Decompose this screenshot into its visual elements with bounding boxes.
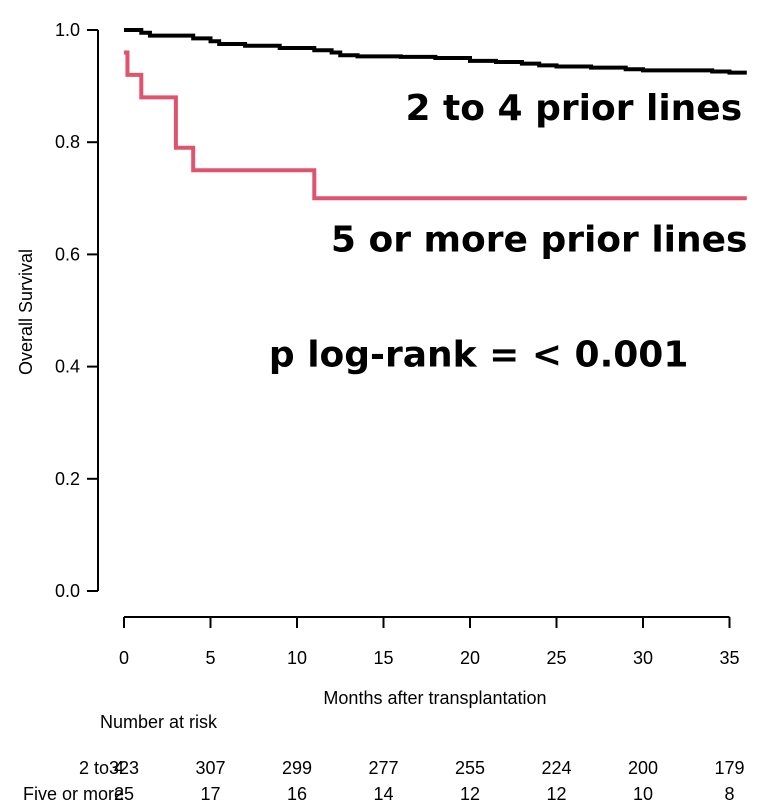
annotation-1: 5 or more prior lines (331, 220, 748, 261)
y-tick-label: 0.4 (55, 357, 80, 377)
x-tick-label: 10 (287, 648, 307, 668)
series-line-0 (124, 28, 747, 75)
risk-value: 17 (200, 784, 220, 804)
y-tick-label: 1.0 (55, 20, 80, 40)
risk-value: 14 (373, 784, 393, 804)
x-tick-label: 20 (460, 648, 480, 668)
risk-value: 12 (460, 784, 480, 804)
annotation-0: 2 to 4 prior lines (405, 88, 742, 129)
risk-value: 224 (541, 758, 571, 778)
risk-row-label: Five or more (23, 784, 124, 804)
x-tick-label: 0 (119, 648, 129, 668)
risk-value: 299 (282, 758, 312, 778)
series-group (124, 28, 747, 201)
x-tick-label: 30 (633, 648, 653, 668)
y-tick-label: 0.8 (55, 132, 80, 152)
x-tick-label: 5 (205, 648, 215, 668)
risk-value: 307 (195, 758, 225, 778)
risk-row-label: 2 to 4 (79, 758, 124, 778)
axes: 0.0 0.2 0.4 0.6 0.8 1.0 0 5 10 15 20 25 30 35 Months a… (16, 20, 740, 708)
risk-value: 12 (546, 784, 566, 804)
risk-value: 8 (724, 784, 734, 804)
y-tick-label: 0.0 (55, 581, 80, 601)
risk-value: 200 (628, 758, 658, 778)
x-tick-label: 25 (546, 648, 566, 668)
x-axis-title: Months after transplantation (323, 688, 546, 708)
annotation-2: p log-rank = < 0.001 (269, 335, 689, 376)
risk-value: 323 (109, 758, 139, 778)
y-tick-label: 0.6 (55, 244, 80, 264)
y-tick-label: 0.2 (55, 469, 80, 489)
risk-value: 10 (633, 784, 653, 804)
x-tick-label: 15 (373, 648, 393, 668)
series-line-1 (124, 50, 747, 201)
risk-value: 277 (368, 758, 398, 778)
annotations: 2 to 4 prior lines 5 or more prior lines p… (269, 88, 748, 376)
risk-table-title: Number at risk (100, 712, 218, 732)
risk-value: 179 (714, 758, 744, 778)
risk-value: 25 (114, 784, 134, 804)
risk-value: 16 (287, 784, 307, 804)
x-tick-label: 35 (719, 648, 739, 668)
risk-value: 255 (455, 758, 485, 778)
y-axis-title: Overall Survival (16, 249, 36, 375)
